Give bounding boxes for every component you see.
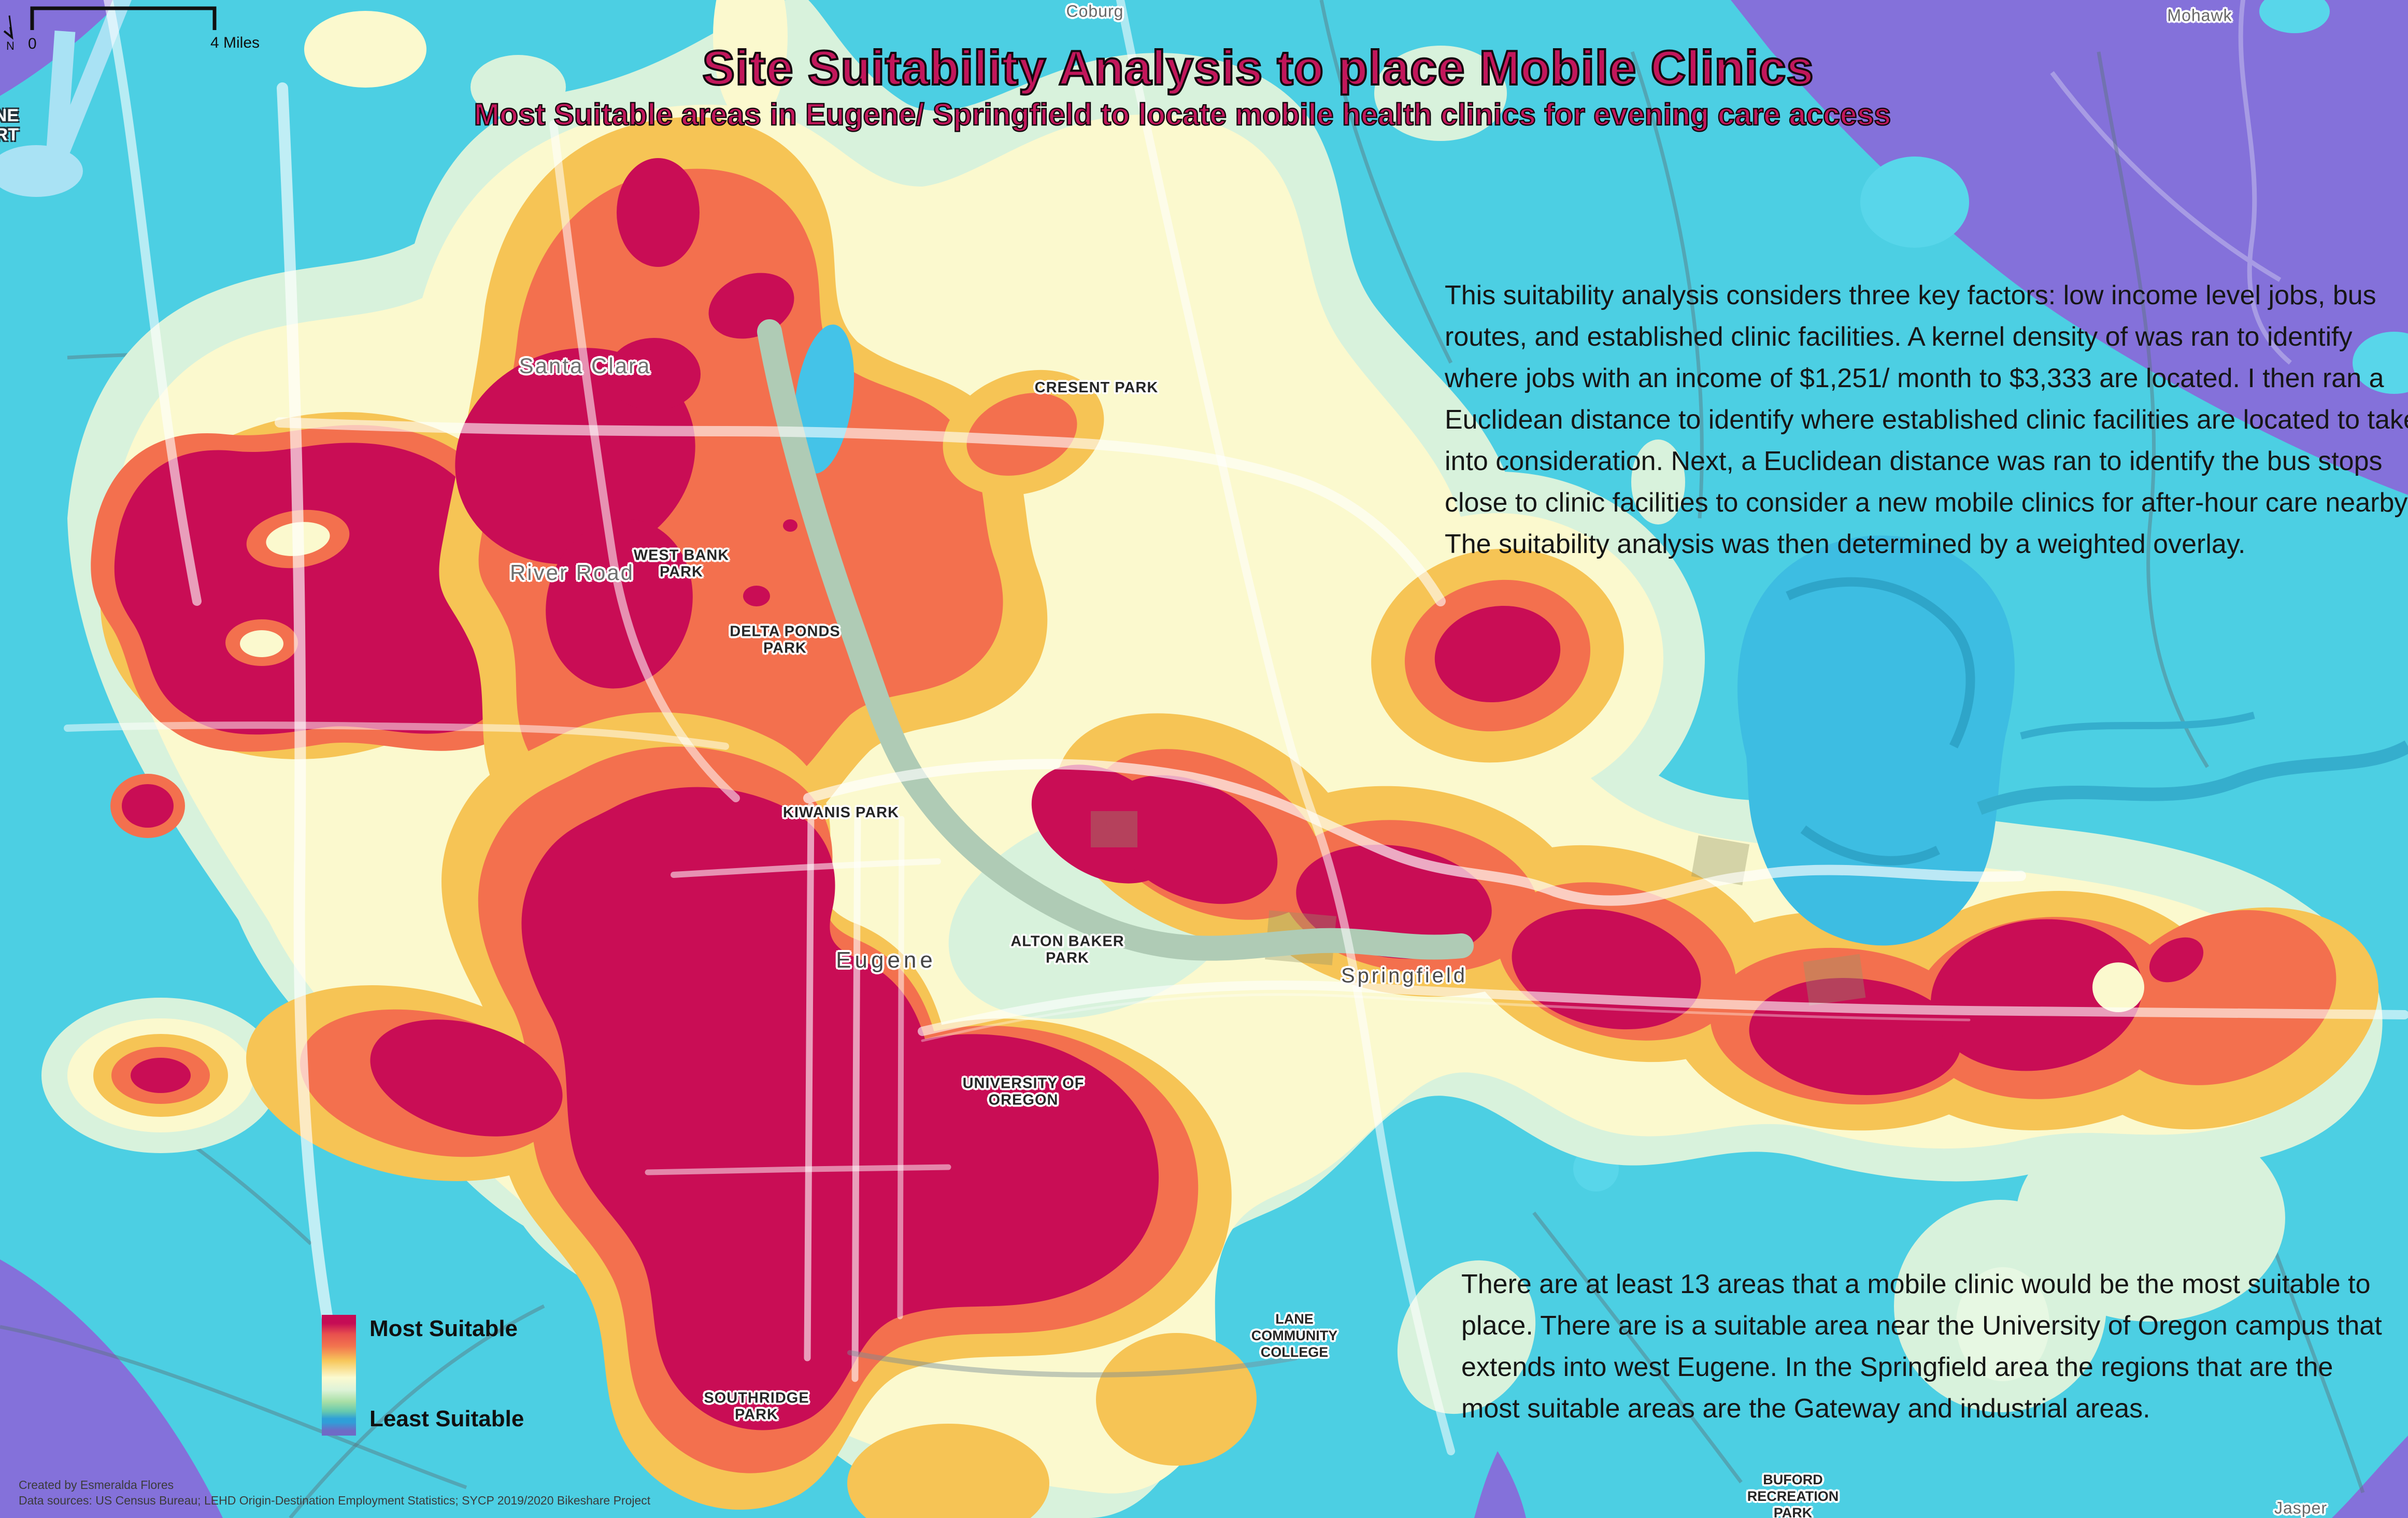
santa-clara-cores [455, 158, 797, 689]
legend-least-suitable-label: Least Suitable [369, 1406, 524, 1431]
page-subtitle: Most Suitable areas in Eugene/ Springfie… [473, 97, 1891, 133]
credits-sources: Data sources: US Census Bureau; LEHD Ori… [19, 1494, 651, 1507]
credits-author: Created by Esmeralda Flores [19, 1478, 174, 1492]
scale-zero-label: 0 [28, 35, 37, 52]
legend-most-suitable-label: Most Suitable [369, 1316, 518, 1341]
north-label: N [6, 39, 15, 52]
scale-bar: N 0 4 Miles [3, 6, 260, 52]
legend-gradient-bar [322, 1315, 356, 1436]
major-roads [64, 0, 2408, 1455]
scale-max-label: 4 Miles [210, 34, 260, 51]
purple-area-roads [2050, 0, 2292, 365]
suitability-surface [41, 0, 2383, 1518]
findings-paragraph: There are at least 13 areas that a mobil… [1461, 1269, 2382, 1424]
analysis-paragraph: This suitability analysis considers thre… [1445, 280, 2408, 559]
airport-runways [0, 0, 132, 197]
page-title: Site Suitability Analysis to place Mobil… [701, 39, 1814, 96]
